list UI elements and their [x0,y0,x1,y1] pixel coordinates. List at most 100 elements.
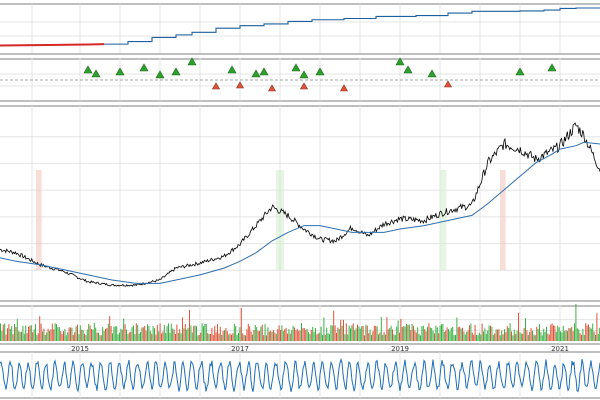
volume-bar [173,329,175,341]
volume-bar [319,332,321,341]
buy-signal-marker [515,67,525,76]
volume-bar [123,318,125,341]
sell-signal-marker [299,82,309,90]
volume-bar [578,329,580,341]
volume-bar [110,326,112,341]
volume-bar [196,326,197,341]
volume-bar [49,330,50,341]
volume-bar [372,331,374,341]
volume-bar [483,331,484,341]
volume-bar [417,327,419,341]
volume-bar [480,334,482,341]
volume-bar [263,335,265,341]
volume-bar [133,325,134,341]
regime-band [36,170,42,270]
volume-bar [519,332,521,341]
volume-bar [596,313,598,341]
volume-bar [135,323,137,341]
volume-bar [86,329,88,341]
volume-bar [232,333,234,341]
volume-bar [439,325,441,341]
volume-bar [53,329,55,341]
volume-bar [518,312,519,341]
sell-signal-marker [267,84,277,92]
volume-bar [81,329,83,341]
equity-series [0,7,600,47]
oscillator-line [0,357,600,393]
volume-bar [203,326,204,341]
volume-bar [541,335,543,341]
regime-band [500,170,506,270]
volume-bar [43,328,45,341]
volume-bar [393,334,395,341]
volume-bar [338,329,340,341]
volume-bar [217,324,218,341]
volume-bar [358,326,360,341]
buy-signal-marker [187,57,197,66]
volume-bar [389,328,391,341]
volume-bar [8,324,10,341]
sell-signal-marker [443,80,453,88]
volume-bar [109,316,111,341]
volume-bar [28,326,29,341]
volume-bar [151,333,153,341]
volume-bar [508,327,510,341]
volume-bar [348,325,350,341]
volume-bar [516,330,518,341]
volume-bar [281,325,283,341]
volume-bar [424,329,426,341]
volume-bar [198,334,200,341]
volume-bar [74,332,76,341]
volume-bar [14,323,15,341]
volume-bar [84,333,85,341]
volume-bar [445,330,447,341]
buy-signal-marker [139,63,149,72]
volume-bar [169,332,171,341]
volume-bar [523,327,525,341]
price-line [0,122,600,287]
volume-bar [310,329,312,341]
volume-bar [159,323,161,341]
volume-bar [501,330,503,341]
volume-bar [218,333,220,341]
volume-bar [114,326,116,341]
volume-bar [442,323,444,341]
volume-bar [120,328,122,341]
buy-signal-marker [155,70,165,79]
volume-bar [252,334,253,341]
volume-bar [585,323,587,341]
volume-bar [260,326,262,341]
volume-bar [102,327,104,341]
volume-bar [464,334,466,341]
volume-bar [280,329,281,341]
volume-bar [478,332,480,341]
volume-bar [313,332,315,341]
volume-bar [351,325,353,341]
volume-bar [215,332,217,341]
volume-bar [75,326,77,341]
volume-bar [144,325,146,341]
volume-bar [163,324,165,341]
volume-bar [385,334,386,341]
volume-bar [236,335,238,341]
volume-bar [254,325,256,341]
volume-bar [336,332,337,341]
volume-bar [558,327,560,341]
volume-bar [462,327,463,341]
volume-bar [131,327,133,341]
equity-line [104,7,600,45]
volume-bar [394,335,396,341]
volume-bar [51,323,53,341]
volume-bar [595,335,596,341]
volume-bar [68,327,70,341]
volume-bar [7,328,8,341]
volume-bar [470,323,472,341]
volume-bar [368,333,370,341]
volume-bar [2,324,4,341]
volume-bar [471,332,473,341]
volume-bar [366,325,368,341]
volume-bar [561,332,563,341]
volume-bar [362,325,364,341]
volume-bar [455,334,456,341]
volume-bar [40,323,42,341]
